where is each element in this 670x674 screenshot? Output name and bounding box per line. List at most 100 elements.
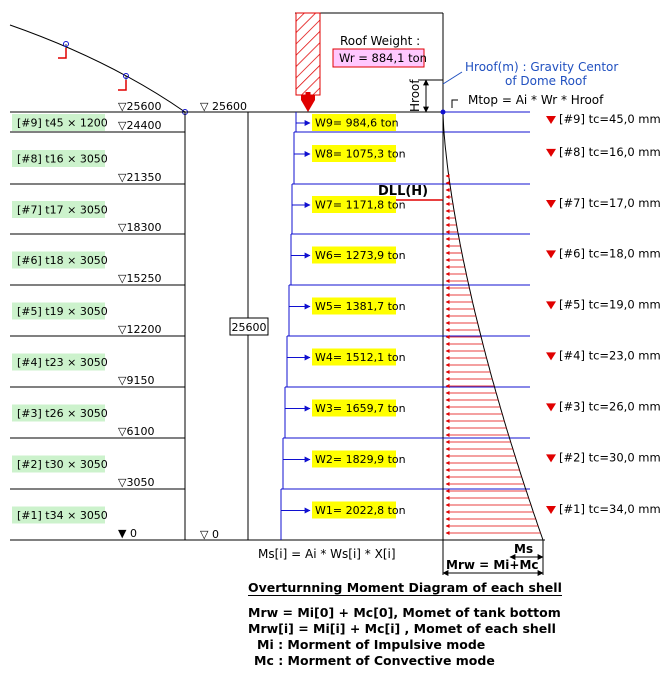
hroof-label-1: Hroof(m) : Gravity Centor [465, 60, 618, 74]
tc-marker [546, 403, 556, 412]
tc-marker [546, 148, 556, 157]
mrw-label: Mrw = Mi+Mc [446, 558, 539, 572]
shell-spec-label: [#1] t34 × 3050 [12, 506, 108, 524]
tc-marker [546, 352, 556, 361]
caption-line-4: Mc : Morment of Convective mode [254, 653, 495, 668]
shell-tc-text: [#7] tc=17,0 mm [559, 196, 661, 210]
shell-tc-label: [#8] tc=16,0 mm [546, 145, 661, 159]
shell-weight-label: W8= 1075,3 ton [312, 145, 406, 162]
shell-tc-label: [#9] tc=45,0 mm [546, 112, 661, 126]
roof-weight-box [332, 48, 425, 68]
shell-tc-text: [#1] tc=34,0 mm [559, 502, 661, 516]
shell-elevation: ▽15250 [118, 272, 161, 285]
shell-weight-label: W4= 1512,1 ton [312, 348, 406, 366]
shell-spec-label: [#4] t23 × 3050 [12, 353, 108, 371]
shell-weight-text: W8= 1075,3 ton [315, 148, 406, 161]
shell-weight-label: W2= 1829,9 ton [312, 450, 406, 468]
shell-tc-label: [#5] tc=19,0 mm [546, 297, 661, 311]
moment-diagram [440, 109, 544, 541]
shell-elevation: ▼ 0 [118, 527, 137, 540]
shell-tc-label: [#4] tc=23,0 mm [546, 348, 661, 362]
dome-roof-bracket [118, 80, 127, 91]
shell-weight-label: W6= 1273,9 ton [312, 246, 406, 264]
height-dimension-label: 25600 [232, 321, 267, 334]
tc-marker [546, 200, 556, 208]
shell-elevation: ▽21350 [118, 171, 161, 184]
dome-roof-curve [9, 24, 186, 113]
bottom-elev-mid: ▽ 0 [200, 528, 219, 541]
shell-tc-text: [#2] tc=30,0 mm [559, 450, 661, 464]
shell-spec-label: [#9] t45 × 1200 [12, 114, 108, 131]
shell-tc-text: [#6] tc=18,0 mm [559, 246, 661, 260]
hroof-label-2: of Dome Roof [505, 74, 587, 88]
hroof-vertical-label: Hroof [408, 79, 422, 112]
shell-weight-text: W2= 1829,9 ton [315, 453, 406, 466]
shell-weight-label: W1= 2022,8 ton [312, 501, 406, 519]
moment-curve [442, 111, 544, 541]
shell-spec-text: [#3] t26 × 3050 [17, 407, 108, 420]
shell-spec-text: [#6] t18 × 3050 [17, 254, 108, 267]
shell-weight-text: W6= 1273,9 ton [315, 249, 406, 262]
shell-spec-text: [#2] t30 × 3050 [17, 458, 108, 471]
shell-tc-text: [#3] tc=26,0 mm [559, 399, 661, 413]
shell-tc-text: [#4] tc=23,0 mm [559, 348, 661, 362]
dome-roof-point [123, 73, 129, 79]
shell-spec-text: [#5] t19 × 3050 [17, 305, 108, 318]
shell-spec-label: [#6] t18 × 3050 [12, 251, 108, 269]
shell-tc-label: [#6] tc=18,0 mm [546, 246, 661, 260]
top-elev-mid: ▽ 25600 [200, 100, 247, 113]
tc-marker [546, 506, 556, 514]
shell-weight-label: W9= 984,6 ton [312, 114, 399, 131]
shell-spec-text: [#1] t34 × 3050 [17, 509, 108, 522]
roof-weight-hatch [295, 12, 321, 96]
shell-tc-label: [#3] tc=26,0 mm [546, 399, 661, 413]
shell-elevation: ▽9150 [118, 374, 154, 387]
height-dimension-box [229, 317, 269, 336]
tc-marker [546, 116, 556, 124]
shell-weight-text: W1= 2022,8 ton [315, 504, 406, 517]
shell-weight-label: W7= 1171,8 ton [312, 196, 406, 213]
shell-elevation: ▽12200 [118, 323, 161, 336]
shell-weight-label: W5= 1381,7 ton [312, 297, 406, 315]
ms-formula: Ms[i] = Ai * Ws[i] * X[i] [258, 547, 396, 561]
caption-line-2: Mrw[i] = Mi[i] + Mc[i] , Momet of each s… [248, 621, 556, 636]
shell-elevation: ▽24400 [118, 119, 161, 132]
shell-tc-text: [#8] tc=16,0 mm [559, 145, 661, 159]
shell-tc-text: [#9] tc=45,0 mm [559, 112, 661, 126]
caption-title: Overturnning Moment Diagram of each shel… [248, 580, 562, 596]
shell-spec-label: [#2] t30 × 3050 [12, 455, 108, 473]
shell-weight-text: W7= 1171,8 ton [315, 199, 406, 212]
shell-spec-text: [#7] t17 × 3050 [17, 204, 108, 217]
ms-label: Ms [514, 542, 533, 556]
shell-spec-text: [#8] t16 × 3050 [17, 153, 108, 166]
shell-elevation: ▽6100 [118, 425, 154, 438]
caption-line-3: Mi : Morment of Impulsive mode [257, 637, 486, 652]
shell-tc-text: [#5] tc=19,0 mm [559, 297, 661, 311]
roof-weight-value: Wr = 884,1 ton [339, 51, 427, 65]
shell-layer: [#9] t45 × 1200 ▽24400 W9= 984,6 ton [#9] t… [10, 112, 661, 541]
mtop-pointer [451, 99, 458, 108]
shell-weight-text: W5= 1381,7 ton [315, 300, 406, 313]
shell-tc-label: [#1] tc=34,0 mm [546, 502, 661, 516]
tc-marker [546, 250, 556, 259]
shell-spec-label: [#8] t16 × 3050 [12, 150, 108, 167]
shell-spec-text: [#4] t23 × 3050 [17, 356, 108, 369]
caption-line-1: Mrw = Mi[0] + Mc[0], Momet of tank botto… [248, 605, 561, 620]
hroof-pointer [442, 71, 463, 85]
shell-spec-label: [#7] t17 × 3050 [12, 201, 108, 218]
shell-weight-text: W3= 1659,7 ton [315, 402, 406, 415]
shell-weight-text: W9= 984,6 ton [315, 117, 399, 130]
dome-roof-bracket [58, 48, 67, 59]
mtop-formula: Mtop = Ai * Wr * Hroof [468, 93, 604, 107]
shell-spec-text: [#9] t45 × 1200 [17, 117, 108, 130]
dll-label: DLL(H) [378, 184, 428, 199]
shell-tc-label: [#2] tc=30,0 mm [546, 450, 661, 464]
top-elev-left: ▽25600 [118, 100, 161, 113]
tc-marker [546, 301, 556, 310]
tc-marker [546, 454, 556, 463]
shell-spec-label: [#5] t19 × 3050 [12, 302, 108, 320]
shell-tc-label: [#7] tc=17,0 mm [546, 196, 661, 210]
dome-roof-point [63, 41, 69, 47]
shell-elevation: ▽18300 [118, 221, 161, 234]
shell-weight-text: W4= 1512,1 ton [315, 351, 406, 364]
